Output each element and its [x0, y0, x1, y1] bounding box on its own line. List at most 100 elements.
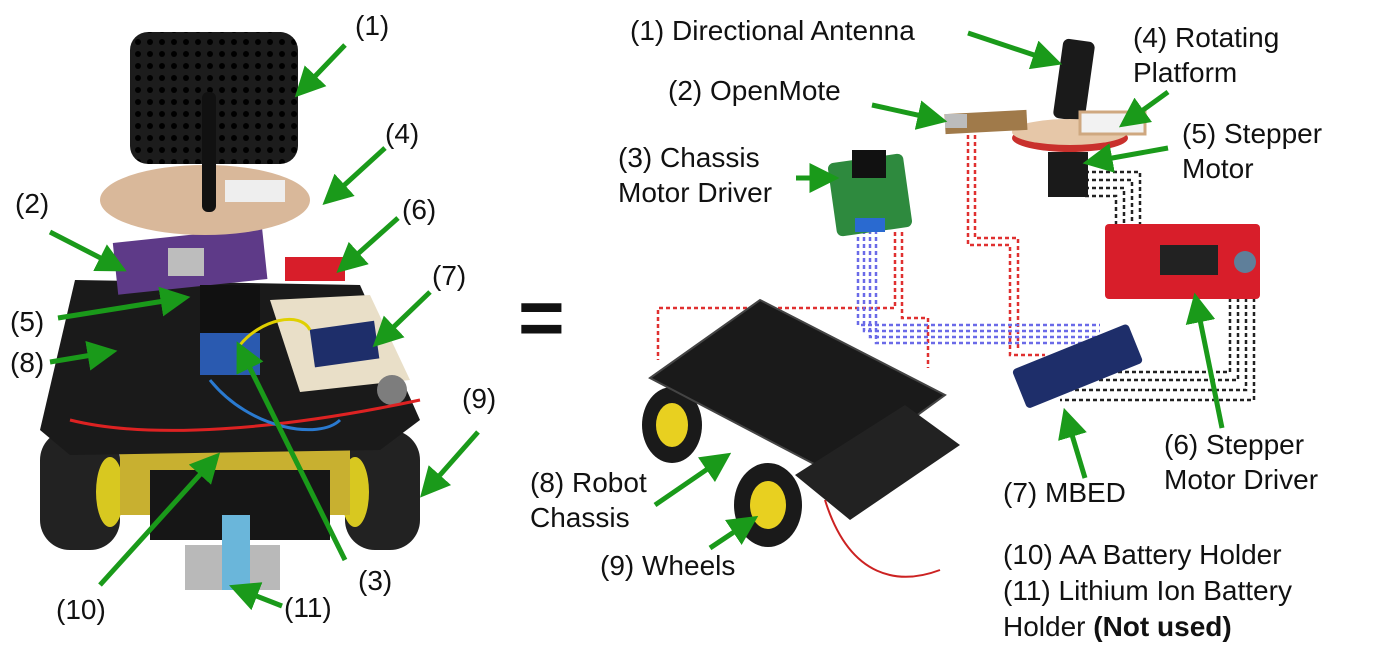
label-stepper-motor-line1: (5) Stepper — [1182, 118, 1323, 149]
arrow-8-left — [49, 340, 118, 371]
caster-ball — [377, 375, 407, 405]
wire-black-3 — [1085, 186, 1126, 228]
arrow-stepper-driver — [1185, 292, 1225, 429]
wire-red-chassis-driver-2 — [900, 232, 930, 368]
wire-red-chassis-driver — [656, 232, 897, 360]
mbed-board — [1012, 324, 1143, 408]
directional-antenna-panel — [1053, 38, 1095, 122]
openmote-connector — [945, 114, 967, 128]
wire-blue-2 — [862, 230, 1100, 333]
stepper-motor-photo — [200, 285, 260, 333]
right-rear-wheel — [345, 430, 420, 550]
wire-yellow-photo — [238, 317, 312, 346]
arrow-3-left — [236, 341, 348, 562]
wheel-front-left-hub — [750, 481, 786, 529]
left-rear-wheel — [40, 430, 120, 550]
left-label-1: (1) — [355, 10, 390, 41]
chassis-driver-terminal — [855, 218, 885, 232]
openmote-ethernet — [168, 248, 204, 276]
arrow-5-left — [57, 286, 191, 321]
arrow-9-left — [420, 430, 480, 498]
arrow-antenna — [967, 30, 1063, 70]
arrow-mbed — [1058, 407, 1088, 479]
arrow-4-left — [322, 146, 387, 206]
left-label-5: (5) — [10, 306, 45, 337]
stepper-motor-body — [1048, 152, 1088, 197]
left-arrows — [48, 43, 480, 611]
label-mbed: (7) MBED — [1003, 477, 1126, 508]
arrow-wheels — [708, 515, 759, 551]
equals-sign: = — [518, 273, 565, 362]
openmote-board — [944, 109, 1028, 135]
wire-red-openmote-mbed — [966, 128, 1045, 357]
label-stepper-motor-driver-line1: (6) Stepper — [1164, 429, 1305, 460]
platform-board — [225, 180, 285, 202]
wire-black-2 — [1085, 178, 1134, 228]
label-stepper-motor-driver-line2: Motor Driver — [1164, 464, 1319, 495]
chassis-lower-plate — [795, 405, 960, 520]
wire-black-1 — [1085, 170, 1142, 228]
antenna-stem — [202, 92, 216, 212]
left-label-4: (4) — [385, 118, 420, 149]
arrow-robot-chassis — [653, 452, 732, 508]
wire-blue-1 — [856, 230, 1100, 327]
label-aa-battery-holder: (10) AA Battery Holder — [1003, 539, 1282, 570]
stepper-driver-cap — [1234, 251, 1256, 273]
chassis-wire — [824, 499, 941, 578]
left-label-9: (9) — [462, 383, 497, 414]
mbed-photo — [309, 320, 380, 368]
arrow-openmote — [871, 100, 948, 130]
mbed-pcb — [1012, 324, 1143, 408]
left-wheel-hub — [96, 457, 124, 527]
label-rotating-platform-line1: (4) Rotating — [1133, 22, 1280, 53]
label-robot-chassis-line1: (8) Robot — [530, 467, 647, 498]
arrow-7-left — [372, 290, 432, 348]
arrow-10-left — [98, 452, 221, 587]
label-li-battery-line1: (11) Lithium Ion Battery — [1003, 575, 1292, 606]
wire-black-8 — [1060, 298, 1256, 402]
label-chassis-motor-driver-line1: (3) Chassis — [618, 142, 760, 173]
wire-red-photo — [69, 398, 421, 432]
wire-blue-photo — [208, 379, 342, 432]
left-label-6: (6) — [402, 194, 437, 225]
left-label-11: (11) — [284, 592, 332, 623]
antenna-assembly — [1012, 38, 1147, 197]
li-battery-bracket — [222, 515, 250, 590]
arrow-11-left — [229, 582, 283, 611]
label-chassis-motor-driver-line2: Motor Driver — [618, 177, 773, 208]
left-label-8: (8) — [10, 347, 45, 378]
left-label-10: (10) — [56, 594, 106, 625]
not-used-note: (Not used) — [1093, 611, 1232, 642]
label-directional-antenna: (1) Directional Antenna — [630, 15, 915, 46]
li-battery-holder-text: Holder — [1003, 611, 1094, 642]
wire-blue-3 — [868, 230, 1100, 339]
wire-black-7 — [1060, 298, 1248, 392]
label-li-battery-line2: Holder (Not used) — [1003, 609, 1232, 645]
left-label-3: (3) — [358, 565, 393, 596]
wire-red-openmote-mbed-2 — [973, 128, 1020, 350]
label-stepper-motor-line2: Motor — [1182, 153, 1254, 184]
label-wheels: (9) Wheels — [600, 550, 736, 581]
chassis-motor-driver-board — [827, 150, 913, 237]
wire-blue-4 — [874, 230, 1100, 345]
chassis-driver-heatsink — [852, 150, 886, 178]
left-label-7: (7) — [432, 260, 467, 291]
wire-black-4 — [1085, 194, 1118, 228]
stepper-driver-chip — [1160, 245, 1218, 275]
stepper-motor-driver-board — [1105, 224, 1260, 299]
chassis-driver-pcb — [827, 153, 913, 237]
label-rotating-platform-line2: Platform — [1133, 57, 1238, 88]
assembled-robot-illustration — [40, 32, 421, 590]
label-robot-chassis-line2: Chassis — [530, 502, 630, 533]
arrow-stepper-motor — [1082, 143, 1169, 173]
arrow-1-left — [294, 43, 347, 98]
wheel-back-left-hub — [656, 403, 688, 447]
label-openmote: (2) OpenMote — [668, 75, 841, 106]
left-label-2: (2) — [15, 188, 50, 219]
arrow-2-left — [48, 229, 127, 272]
wiring — [656, 128, 1256, 402]
robot-chassis-diagram — [642, 298, 960, 578]
wire-black-5 — [1060, 298, 1232, 374]
arrow-platform — [1118, 89, 1170, 128]
